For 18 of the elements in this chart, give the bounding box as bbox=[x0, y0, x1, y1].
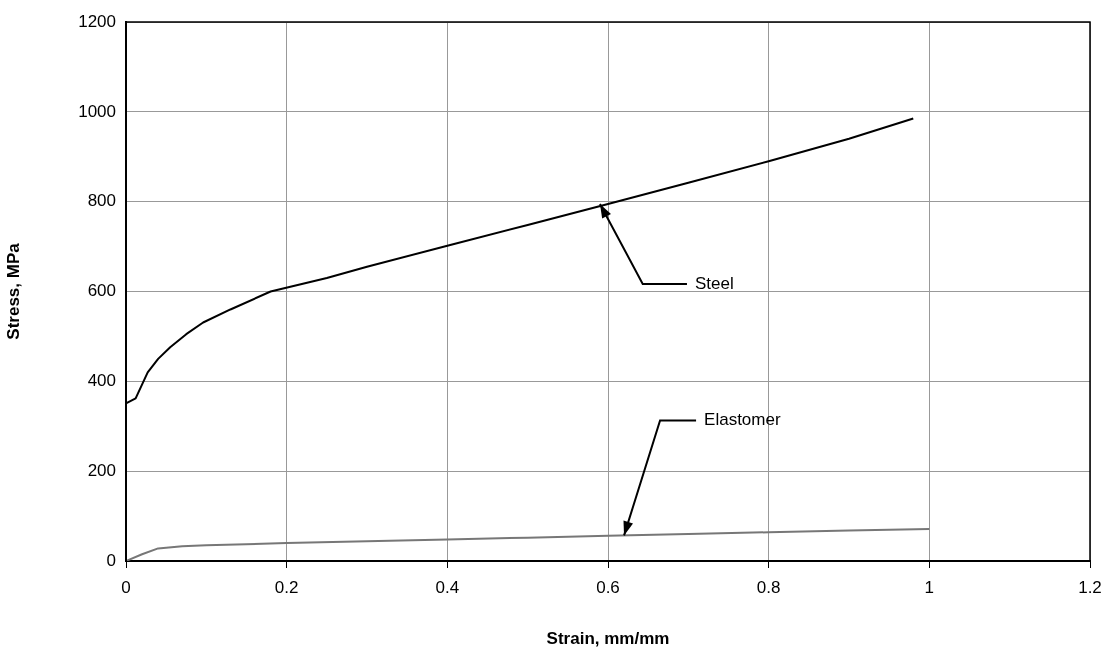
y-axis-title: Stress, MPa bbox=[3, 242, 23, 340]
y-tick-label: 1000 bbox=[78, 101, 116, 121]
x-tick-label: 0.2 bbox=[274, 577, 299, 597]
y-tick-label: 200 bbox=[87, 460, 116, 480]
y-tick-label: 400 bbox=[87, 371, 116, 391]
x-tick-label: 0.6 bbox=[596, 577, 620, 597]
x-tick-label: 0.4 bbox=[435, 577, 460, 597]
y-tick-label: 800 bbox=[87, 191, 116, 211]
x-tick-label: 0 bbox=[121, 577, 131, 597]
x-tick-label: 0.8 bbox=[756, 577, 781, 597]
y-tick-label: 600 bbox=[87, 281, 116, 301]
y-tick-label: 0 bbox=[106, 550, 116, 570]
x-axis-title: Strain, mm/mm bbox=[546, 629, 670, 649]
x-tick-label: 1.2 bbox=[1078, 577, 1102, 597]
y-tick-label: 1200 bbox=[78, 11, 116, 31]
x-tick-label: 1 bbox=[924, 577, 935, 597]
annotation: Elastomer bbox=[704, 410, 781, 430]
annotation: Steel bbox=[694, 273, 734, 293]
